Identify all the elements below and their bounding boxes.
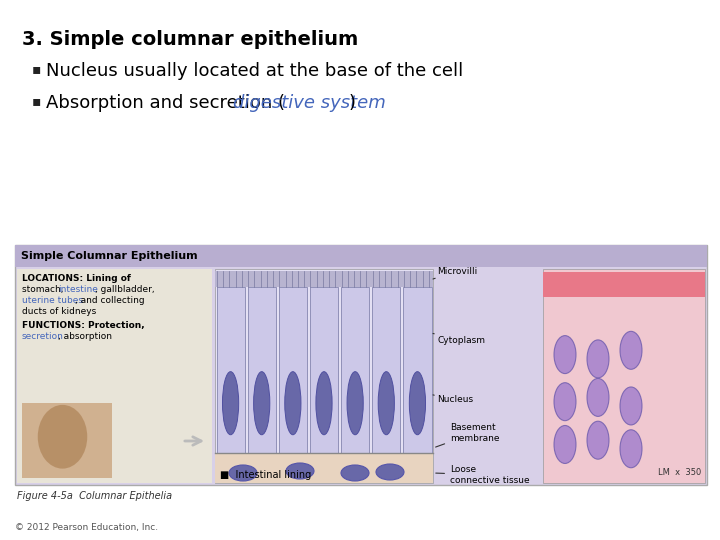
FancyBboxPatch shape [543, 272, 705, 297]
FancyBboxPatch shape [15, 245, 707, 267]
FancyBboxPatch shape [17, 269, 212, 483]
Text: Nucleus usually located at the base of the cell: Nucleus usually located at the base of t… [46, 62, 463, 80]
FancyBboxPatch shape [543, 269, 705, 483]
Text: , absorption: , absorption [58, 332, 112, 341]
Text: Loose
connective tissue: Loose connective tissue [436, 465, 530, 485]
Text: Absorption and secretion (: Absorption and secretion ( [46, 94, 285, 112]
Ellipse shape [376, 464, 404, 480]
Ellipse shape [620, 387, 642, 425]
Text: uterine tubes: uterine tubes [22, 296, 83, 305]
Ellipse shape [587, 421, 609, 459]
Text: LM  x  350: LM x 350 [658, 468, 701, 477]
Ellipse shape [229, 465, 257, 481]
FancyBboxPatch shape [217, 287, 245, 453]
FancyBboxPatch shape [15, 245, 707, 485]
Ellipse shape [554, 335, 576, 374]
Text: © 2012 Pearson Education, Inc.: © 2012 Pearson Education, Inc. [15, 523, 158, 532]
Ellipse shape [378, 372, 395, 435]
Ellipse shape [554, 383, 576, 421]
Ellipse shape [285, 372, 301, 435]
Text: ducts of kidneys: ducts of kidneys [22, 307, 96, 316]
Text: LOCATIONS: Lining of: LOCATIONS: Lining of [22, 274, 131, 283]
Ellipse shape [620, 430, 642, 468]
Ellipse shape [347, 372, 363, 435]
Text: secretion: secretion [22, 332, 64, 341]
FancyBboxPatch shape [372, 287, 400, 453]
Text: ▪: ▪ [32, 94, 41, 108]
Ellipse shape [253, 372, 270, 435]
Ellipse shape [587, 340, 609, 378]
FancyBboxPatch shape [215, 271, 433, 287]
FancyBboxPatch shape [248, 287, 276, 453]
FancyBboxPatch shape [279, 287, 307, 453]
Text: , and collecting: , and collecting [75, 296, 145, 305]
Ellipse shape [620, 332, 642, 369]
Text: intestine: intestine [58, 285, 98, 294]
Text: FUNCTIONS: Protection,: FUNCTIONS: Protection, [22, 321, 145, 330]
Text: , gallbladder,: , gallbladder, [95, 285, 155, 294]
Ellipse shape [222, 372, 238, 435]
FancyBboxPatch shape [215, 269, 433, 483]
Ellipse shape [410, 372, 426, 435]
Text: stomach,: stomach, [22, 285, 66, 294]
Text: 3. Simple columnar epithelium: 3. Simple columnar epithelium [22, 30, 359, 49]
Text: Basement
membrane: Basement membrane [436, 423, 500, 447]
Ellipse shape [587, 379, 609, 416]
Text: ■  Intestinal lining: ■ Intestinal lining [220, 470, 311, 480]
FancyBboxPatch shape [310, 287, 338, 453]
Ellipse shape [37, 405, 87, 469]
Text: digestive system: digestive system [233, 94, 386, 112]
Text: Cytoplasm: Cytoplasm [433, 334, 485, 345]
Ellipse shape [316, 372, 332, 435]
Ellipse shape [286, 463, 314, 479]
Text: ▪: ▪ [32, 62, 41, 76]
Text: ): ) [348, 94, 356, 112]
Text: Figure 4-5a  Columnar Epithelia: Figure 4-5a Columnar Epithelia [17, 491, 172, 501]
Text: Simple Columnar Epithelium: Simple Columnar Epithelium [21, 251, 197, 261]
FancyBboxPatch shape [403, 287, 431, 453]
FancyBboxPatch shape [22, 403, 112, 478]
Ellipse shape [341, 465, 369, 481]
FancyBboxPatch shape [341, 287, 369, 453]
Ellipse shape [554, 426, 576, 463]
Text: Nucleus: Nucleus [433, 395, 473, 404]
Text: Microvilli: Microvilli [433, 267, 477, 279]
FancyBboxPatch shape [215, 453, 433, 483]
